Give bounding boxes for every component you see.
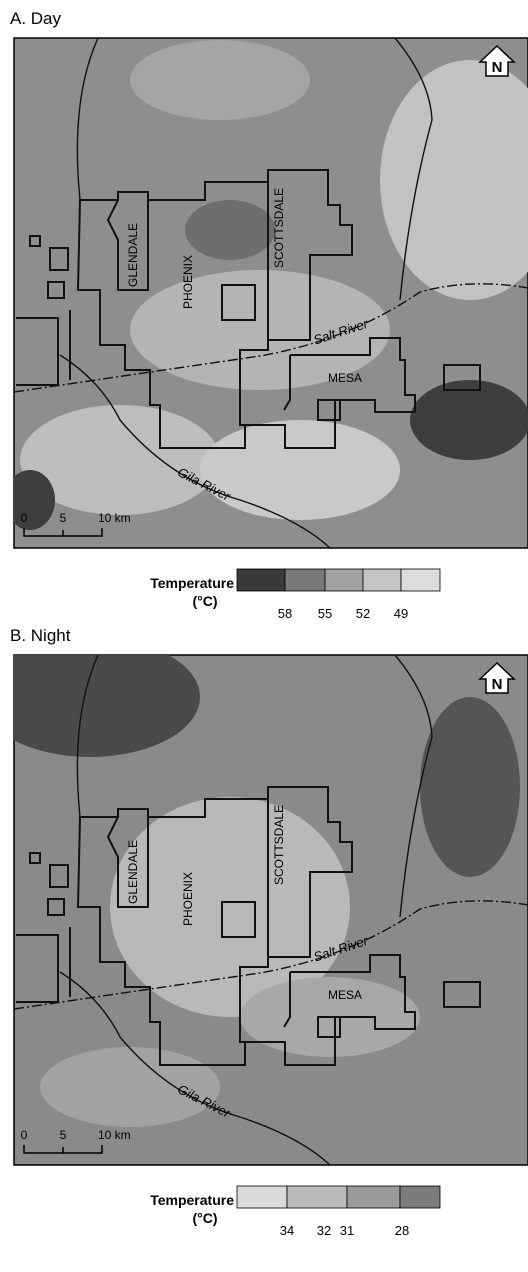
legend-tick-label: 34 <box>280 1223 294 1238</box>
scale-label: 5 <box>60 1128 67 1142</box>
legend-swatch <box>363 569 401 591</box>
legend-swatch <box>237 1186 287 1208</box>
legend-tick-label: 55 <box>318 606 332 621</box>
legend-swatch <box>401 569 440 591</box>
legend-tick-label: 28 <box>395 1223 409 1238</box>
scale-label: 5 <box>60 511 67 525</box>
panel-label: A. Day <box>10 9 62 28</box>
legend-tick-label: 31 <box>340 1223 354 1238</box>
scale-label: 0 <box>21 1128 28 1142</box>
city-label: PHOENIX <box>181 255 195 309</box>
legend-unit: (°C) <box>192 1210 217 1226</box>
city-label: SCOTTSDALE <box>272 188 286 268</box>
city-label: SCOTTSDALE <box>272 805 286 885</box>
city-label: PHOENIX <box>181 872 195 926</box>
legend-tick-label: 32 <box>317 1223 331 1238</box>
legend-swatch <box>400 1186 440 1208</box>
north-label: N <box>492 59 503 76</box>
legend-tick-label: 52 <box>356 606 370 621</box>
legend-swatch <box>347 1186 400 1208</box>
legend-swatch <box>285 569 325 591</box>
legend-title: Temperature <box>150 1192 234 1208</box>
legend-tick-label: 58 <box>278 606 292 621</box>
legend-title: Temperature <box>150 575 234 591</box>
figure: A. DayNGLENDALEPHOENIXSCOTTSDALEMESASalt… <box>0 0 528 1267</box>
city-label: GLENDALE <box>126 840 140 904</box>
legend-swatch <box>287 1186 347 1208</box>
city-label: MESA <box>328 371 362 385</box>
legend-tick-label: 49 <box>394 606 408 621</box>
scale-label: 0 <box>21 511 28 525</box>
scale-label: 10 km <box>98 511 131 525</box>
panel-label: B. Night <box>10 626 71 645</box>
legend-swatch <box>325 569 363 591</box>
north-label: N <box>492 676 503 693</box>
city-label: MESA <box>328 988 362 1002</box>
city-label: GLENDALE <box>126 223 140 287</box>
legend-unit: (°C) <box>192 593 217 609</box>
scale-label: 10 km <box>98 1128 131 1142</box>
legend-swatch <box>237 569 285 591</box>
